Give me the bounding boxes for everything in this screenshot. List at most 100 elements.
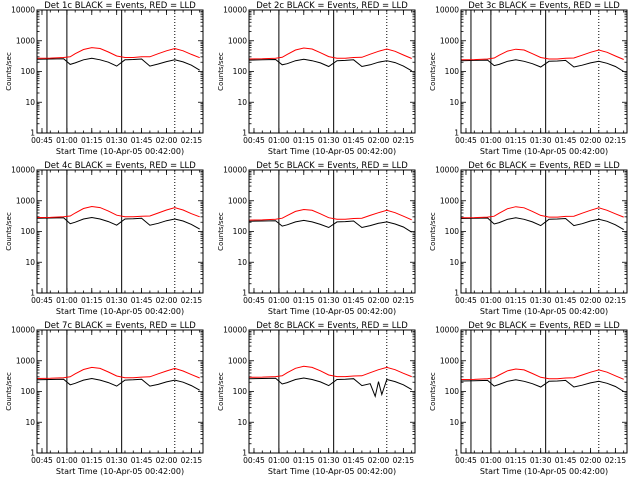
y-tick-label: 1000 <box>228 36 247 45</box>
series-line-lld <box>36 205 200 218</box>
series-line-events <box>460 379 624 392</box>
x-tick-label: 02:15 <box>605 296 627 305</box>
y-tick-label: 10 <box>25 258 35 267</box>
x-tick-label: 01:30 <box>318 296 340 305</box>
x-tick-label: 02:15 <box>605 456 627 465</box>
series-line-events <box>36 216 200 230</box>
series-line-lld <box>460 206 624 219</box>
x-tick-label: 01:15 <box>505 296 527 305</box>
x-tick-label: 01:00 <box>268 456 290 465</box>
x-tick-label: 01:30 <box>530 296 552 305</box>
y-axis-label: Counts/sec <box>5 212 13 251</box>
y-tick-label: 1 <box>242 449 247 458</box>
plot-frame <box>36 329 204 454</box>
y-tick-label: 1000 <box>440 36 459 45</box>
y-tick-label: 100 <box>233 387 248 396</box>
y-tick-label: 10 <box>237 258 247 267</box>
y-axis-label: Counts/sec <box>217 372 225 411</box>
series-line-events <box>460 59 624 72</box>
panel-title: Det 1c BLACK = Events, RED = LLD <box>44 1 196 11</box>
x-tick-label: 01:30 <box>106 296 128 305</box>
x-tick-label: 01:00 <box>268 296 290 305</box>
x-tick-label: 00:45 <box>455 456 477 465</box>
x-tick-label: 02:00 <box>368 456 390 465</box>
y-tick-label: 100 <box>233 67 248 76</box>
y-tick-label: 1 <box>454 129 459 138</box>
y-tick-label: 10 <box>237 418 247 427</box>
panel-det-6: Det 6c BLACK = Events, RED = LLD Counts/s… <box>429 161 628 316</box>
x-tick-label: 02:15 <box>605 136 627 145</box>
series-line-lld <box>36 366 200 379</box>
x-tick-label: 02:00 <box>156 136 178 145</box>
x-axis-label: Start Time (10-Apr-05 00:42:00) <box>480 307 608 316</box>
y-tick-label: 10000 <box>223 166 247 175</box>
x-tick-label: 02:00 <box>580 296 602 305</box>
x-tick-label: 00:45 <box>31 136 53 145</box>
x-tick-label: 01:30 <box>530 136 552 145</box>
panel-title: Det 8c BLACK = Events, RED = LLD <box>256 321 408 331</box>
x-axis-label: Start Time (10-Apr-05 00:42:00) <box>268 467 396 476</box>
x-tick-label: 02:15 <box>393 456 415 465</box>
series-line-events <box>36 57 200 71</box>
x-tick-label: 02:15 <box>393 296 415 305</box>
x-axis-label: Start Time (10-Apr-05 00:42:00) <box>56 147 184 156</box>
panel-title: Det 3c BLACK = Events, RED = LLD <box>468 1 620 11</box>
panel-title: Det 6c BLACK = Events, RED = LLD <box>468 161 620 171</box>
x-tick-label: 02:00 <box>368 136 390 145</box>
y-tick-label: 1 <box>30 449 35 458</box>
x-tick-label: 01:45 <box>555 136 577 145</box>
y-tick-label: 100 <box>233 227 248 236</box>
x-axis-label: Start Time (10-Apr-05 00:42:00) <box>268 307 396 316</box>
x-tick-label: 02:15 <box>393 136 415 145</box>
x-tick-label: 02:00 <box>368 296 390 305</box>
y-tick-label: 100 <box>21 227 36 236</box>
series-line-events <box>248 377 412 398</box>
y-axis-label: Counts/sec <box>429 212 437 251</box>
y-tick-label: 100 <box>21 387 36 396</box>
x-axis-label: Start Time (10-Apr-05 00:42:00) <box>56 307 184 316</box>
panel-det-3: Det 3c BLACK = Events, RED = LLD Counts/s… <box>429 1 628 156</box>
y-tick-label: 100 <box>445 67 460 76</box>
y-tick-label: 10 <box>25 418 35 427</box>
y-tick-label: 1000 <box>16 36 35 45</box>
y-tick-label: 1 <box>454 289 459 298</box>
series-line-lld <box>460 368 624 380</box>
x-tick-label: 00:45 <box>243 296 265 305</box>
y-tick-label: 1000 <box>440 356 459 365</box>
y-tick-label: 10 <box>449 258 459 267</box>
x-tick-label: 01:30 <box>106 136 128 145</box>
y-tick-label: 10 <box>449 98 459 107</box>
y-tick-label: 1 <box>30 129 35 138</box>
panel-title: Det 9c BLACK = Events, RED = LLD <box>468 321 620 331</box>
panel-title: Det 5c BLACK = Events, RED = LLD <box>256 161 408 171</box>
y-axis-label: Counts/sec <box>5 52 13 91</box>
x-tick-label: 01:45 <box>555 296 577 305</box>
y-tick-label: 100 <box>445 387 460 396</box>
x-axis-label: Start Time (10-Apr-05 00:42:00) <box>268 147 396 156</box>
x-tick-label: 01:30 <box>318 456 340 465</box>
x-tick-label: 01:00 <box>56 456 78 465</box>
y-tick-label: 10000 <box>435 326 459 335</box>
x-tick-label: 02:00 <box>580 456 602 465</box>
x-tick-label: 01:15 <box>293 296 315 305</box>
plot-frame <box>36 169 204 294</box>
x-tick-label: 00:45 <box>455 296 477 305</box>
y-tick-label: 1 <box>242 129 247 138</box>
x-tick-label: 01:00 <box>56 296 78 305</box>
x-tick-label: 01:30 <box>106 456 128 465</box>
y-tick-label: 10000 <box>223 326 247 335</box>
y-tick-label: 1000 <box>440 196 459 205</box>
y-tick-label: 10 <box>25 98 35 107</box>
y-axis-label: Counts/sec <box>429 52 437 91</box>
y-tick-label: 10000 <box>435 6 459 15</box>
x-tick-label: 01:15 <box>505 456 527 465</box>
x-tick-label: 00:45 <box>31 456 53 465</box>
y-tick-label: 1 <box>30 289 35 298</box>
y-axis-label: Counts/sec <box>217 212 225 251</box>
series-line-events <box>36 377 200 391</box>
plot-frame <box>248 169 416 294</box>
x-tick-label: 02:00 <box>156 456 178 465</box>
x-tick-label: 02:00 <box>156 296 178 305</box>
x-tick-label: 00:45 <box>243 136 265 145</box>
